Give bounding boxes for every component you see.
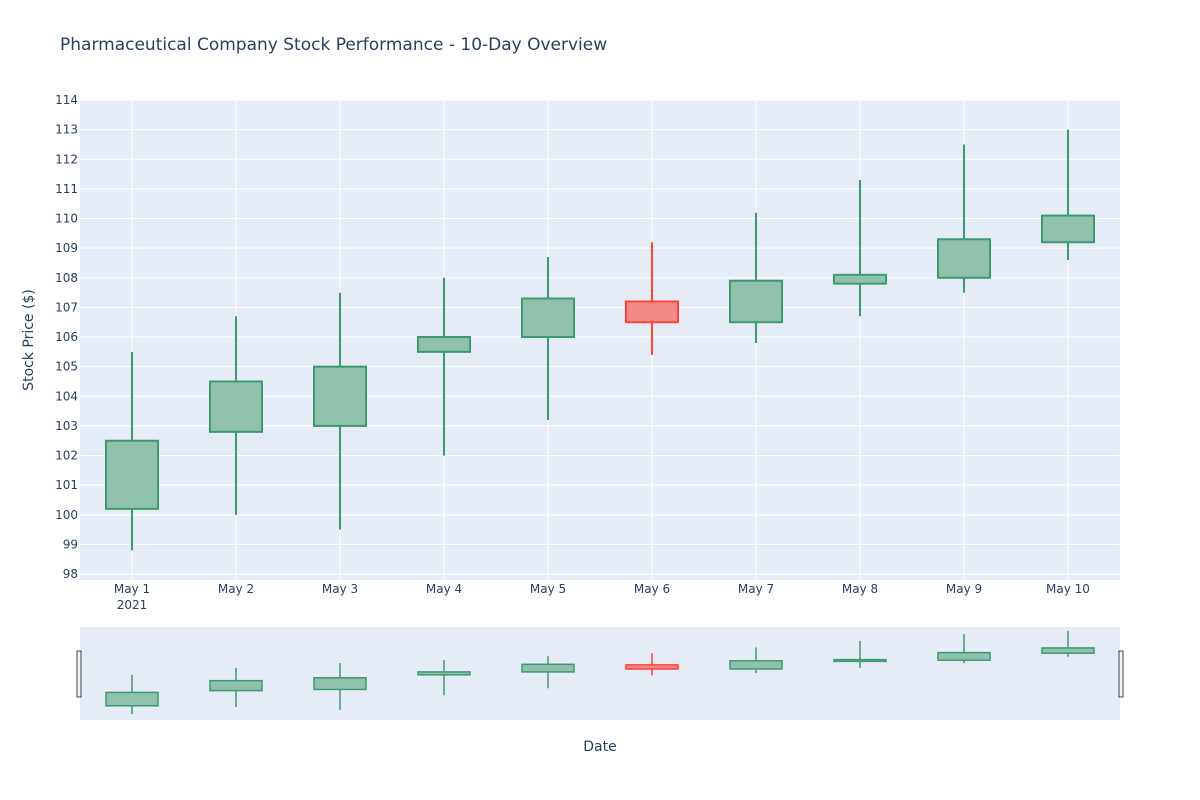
- candle-body: [106, 441, 158, 509]
- x-tick-label: May 2: [218, 582, 254, 596]
- x-tick-label: May 6: [634, 582, 670, 596]
- candle-body: [314, 367, 366, 426]
- y-tick-label: 101: [55, 478, 78, 492]
- x-axis-ticks: May 1 2021 May 2 May 3 May 4 May 5 May 6 May 7 M…: [114, 582, 1090, 612]
- range-slider-right-handle[interactable]: [1119, 651, 1123, 697]
- candle-body: [1042, 216, 1094, 243]
- candle-body: [522, 299, 574, 338]
- slider-candle-body: [106, 692, 158, 705]
- y-tick-label: 113: [55, 123, 78, 137]
- range-slider-left-handle[interactable]: [77, 651, 81, 697]
- slider-candle-body: [418, 672, 470, 675]
- y-tick-label: 109: [55, 241, 78, 255]
- slider-candle-body: [834, 660, 886, 662]
- x-tick-label: May 1: [114, 582, 150, 596]
- y-tick-label: 99: [63, 537, 78, 551]
- x-tick-label: May 8: [842, 582, 878, 596]
- candle-body: [834, 275, 886, 284]
- y-tick-label: 100: [55, 508, 78, 522]
- y-axis-title: Stock Price ($): [21, 289, 37, 391]
- x-axis-title: Date: [583, 739, 616, 755]
- y-tick-label: 106: [55, 330, 78, 344]
- chart-title: Pharmaceutical Company Stock Performance…: [60, 35, 607, 55]
- y-axis-ticks: 98 99 100 101 102 103 104 105 106 107 108 109 110 111…: [55, 93, 78, 581]
- x-tick-label: May 4: [426, 582, 462, 596]
- y-tick-label: 108: [55, 271, 78, 285]
- x-tick-year-label: 2021: [117, 598, 148, 612]
- slider-candle-body: [210, 681, 262, 691]
- slider-candle-body: [938, 653, 990, 661]
- y-tick-label: 105: [55, 360, 78, 374]
- slider-candle-body: [730, 661, 782, 669]
- y-tick-label: 104: [55, 389, 78, 403]
- slider-candle-body: [314, 678, 366, 690]
- x-tick-label: May 9: [946, 582, 982, 596]
- y-tick-label: 98: [63, 567, 78, 581]
- x-tick-label: May 5: [530, 582, 566, 596]
- y-tick-label: 107: [55, 300, 78, 314]
- x-tick-label: May 10: [1046, 582, 1090, 596]
- y-tick-label: 111: [55, 182, 78, 196]
- candle-body: [210, 381, 262, 431]
- candle-body: [418, 337, 470, 352]
- y-tick-label: 112: [55, 152, 78, 166]
- y-tick-label: 114: [55, 93, 78, 107]
- y-tick-label: 102: [55, 449, 78, 463]
- candle-body: [626, 301, 678, 322]
- slider-candle-body: [1042, 648, 1094, 653]
- x-tick-label: May 7: [738, 582, 774, 596]
- candle-body: [730, 281, 782, 322]
- y-tick-label: 110: [55, 212, 78, 226]
- y-tick-label: 103: [55, 419, 78, 433]
- slider-candle-body: [626, 665, 678, 669]
- candle-body: [938, 239, 990, 278]
- slider-candle-body: [522, 664, 574, 672]
- x-tick-label: May 3: [322, 582, 358, 596]
